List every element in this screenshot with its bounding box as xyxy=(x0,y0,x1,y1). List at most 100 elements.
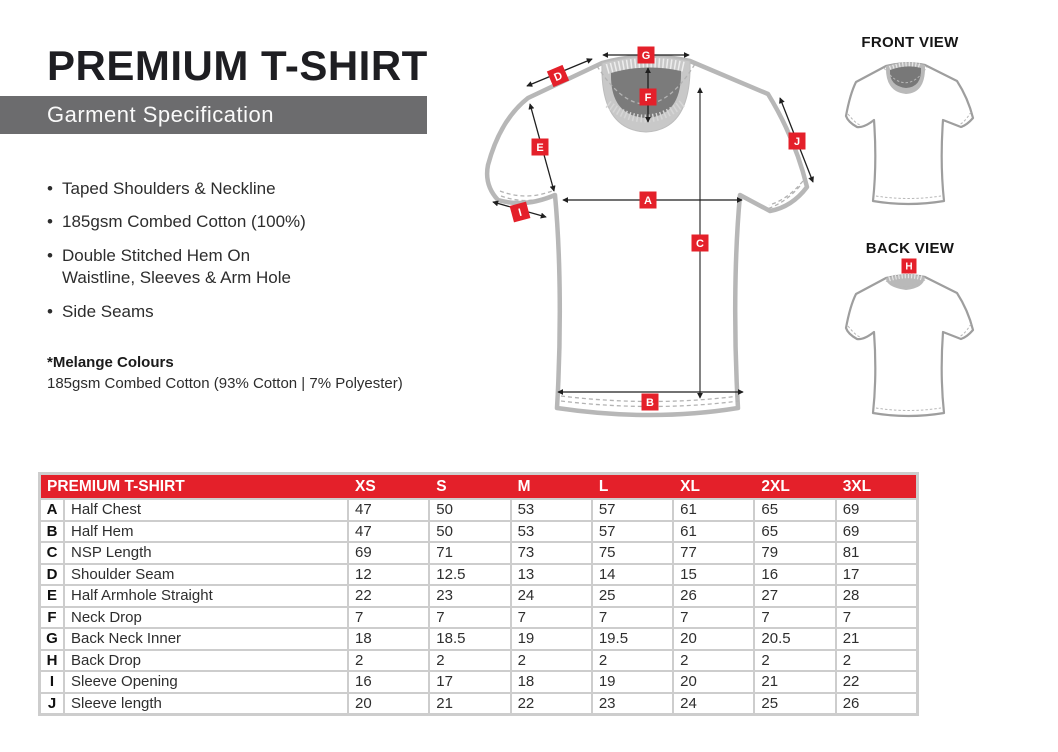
measurement-diagram: G D F E J A I C B xyxy=(484,46,814,418)
row-label: Half Chest xyxy=(65,500,347,520)
value-cell: 21 xyxy=(755,672,835,692)
size-col-header: XL xyxy=(680,477,700,495)
value-cell: 57 xyxy=(592,521,673,541)
value-cell: 69 xyxy=(349,543,429,563)
value-cell: 14 xyxy=(592,564,673,584)
row-code: F xyxy=(41,607,63,627)
value-cell: 7 xyxy=(592,607,673,627)
page-title: PREMIUM T-SHIRT xyxy=(47,42,428,89)
value-cell: 69 xyxy=(836,521,916,541)
right-sleeve-stitch-2 xyxy=(766,185,801,210)
measure-label-e: E xyxy=(531,138,549,156)
value-cell: 26 xyxy=(674,586,754,606)
value-cell: 22 xyxy=(349,586,429,606)
front-shirt-outline xyxy=(844,62,975,206)
value-cell: 20 xyxy=(349,693,429,713)
measure-label-j: J xyxy=(788,132,806,150)
table-header-row: PREMIUM T-SHIRT XS S M L XL 2XL 3XL xyxy=(41,475,916,498)
hem-stitch-2 xyxy=(560,400,740,408)
back-right-sleeve-stitch xyxy=(958,323,972,338)
feature-item: Double Stitched Hem On Waistline, Sleeve… xyxy=(47,245,447,290)
value-cell: 20 xyxy=(674,672,754,692)
feature-item: Side Seams xyxy=(47,301,447,324)
value-cell: 2 xyxy=(674,650,754,670)
back-collar-stitch xyxy=(885,279,926,288)
value-cell: 79 xyxy=(755,543,835,563)
size-col-header: XS xyxy=(355,477,376,495)
row-label: Back Neck Inner xyxy=(65,629,347,649)
value-cell: 7 xyxy=(674,607,754,627)
table-title: PREMIUM T-SHIRT xyxy=(47,477,185,495)
value-cell: 71 xyxy=(430,543,510,563)
melange-body: 185gsm Combed Cotton (93% Cotton | 7% Po… xyxy=(47,375,403,392)
row-code: I xyxy=(41,672,63,692)
value-cell: 17 xyxy=(430,672,510,692)
size-col-header: 2XL xyxy=(761,477,790,495)
value-cell: 13 xyxy=(511,564,591,584)
back-view-label: BACK VIEW xyxy=(865,240,955,257)
value-cell: 7 xyxy=(349,607,429,627)
svg-text:C: C xyxy=(696,238,704,250)
value-cell: 2 xyxy=(430,650,510,670)
value-cell: 19 xyxy=(592,672,673,692)
svg-text:F: F xyxy=(645,92,652,104)
measure-label-b: B xyxy=(641,393,659,411)
back-hem-stitch xyxy=(875,407,942,411)
svg-text:I: I xyxy=(517,207,523,219)
value-cell: 69 xyxy=(836,500,916,520)
front-left-sleeve-stitch xyxy=(847,113,861,126)
back-left-sleeve-stitch xyxy=(847,325,861,338)
subtitle-banner: Garment Specification xyxy=(0,96,427,134)
value-cell: 65 xyxy=(755,500,835,520)
value-cell: 2 xyxy=(349,650,429,670)
value-cell: 7 xyxy=(430,607,510,627)
row-label: Back Drop xyxy=(65,650,347,670)
row-label: Sleeve Opening xyxy=(65,672,347,692)
front-collar-rib xyxy=(888,61,923,72)
front-right-sleeve-stitch xyxy=(958,111,972,126)
value-cell: 57 xyxy=(592,500,673,520)
value-cell: 53 xyxy=(511,521,591,541)
value-cell: 21 xyxy=(836,629,916,649)
row-label: NSP Length xyxy=(65,543,347,563)
size-col-header: L xyxy=(598,477,609,495)
row-code: D xyxy=(41,564,63,584)
svg-text:A: A xyxy=(644,195,652,207)
measure-label-g: G xyxy=(637,46,655,64)
row-code: G xyxy=(41,629,63,649)
value-cell: 21 xyxy=(430,693,510,713)
measure-label-d: D xyxy=(546,64,570,88)
svg-text:G: G xyxy=(642,50,651,62)
value-cell: 2 xyxy=(836,650,916,670)
row-label: Half Hem xyxy=(65,521,347,541)
value-cell: 47 xyxy=(349,500,429,520)
value-cell: 18 xyxy=(511,672,591,692)
value-cell: 73 xyxy=(511,543,591,563)
value-cell: 47 xyxy=(349,521,429,541)
front-hem-stitch xyxy=(875,195,942,199)
value-cell: 25 xyxy=(592,586,673,606)
svg-text:H: H xyxy=(905,262,912,273)
feature-item: Taped Shoulders & Neckline xyxy=(47,178,447,201)
front-view-label: FRONT VIEW xyxy=(861,34,959,51)
value-cell: 17 xyxy=(836,564,916,584)
value-cell: 22 xyxy=(836,672,916,692)
value-cell: 53 xyxy=(511,500,591,520)
back-shirt-outline xyxy=(844,274,975,418)
value-cell: 27 xyxy=(755,586,835,606)
measure-label-h: H xyxy=(901,258,917,274)
row-code: J xyxy=(41,693,63,713)
measure-label-f: F xyxy=(639,88,657,106)
row-code: C xyxy=(41,543,63,563)
value-cell: 24 xyxy=(511,586,591,606)
value-cell: 50 xyxy=(430,521,510,541)
value-cell: 28 xyxy=(836,586,916,606)
value-cell: 75 xyxy=(592,543,673,563)
value-cell: 18.5 xyxy=(430,629,510,649)
measure-label-i: I xyxy=(509,201,531,223)
value-cell: 65 xyxy=(755,521,835,541)
size-spec-table: PREMIUM T-SHIRT XS S M L XL 2XL 3XL A Half Ches… xyxy=(38,472,919,716)
row-label: Half Armhole Straight xyxy=(65,586,347,606)
row-label: Sleeve length xyxy=(65,693,347,713)
